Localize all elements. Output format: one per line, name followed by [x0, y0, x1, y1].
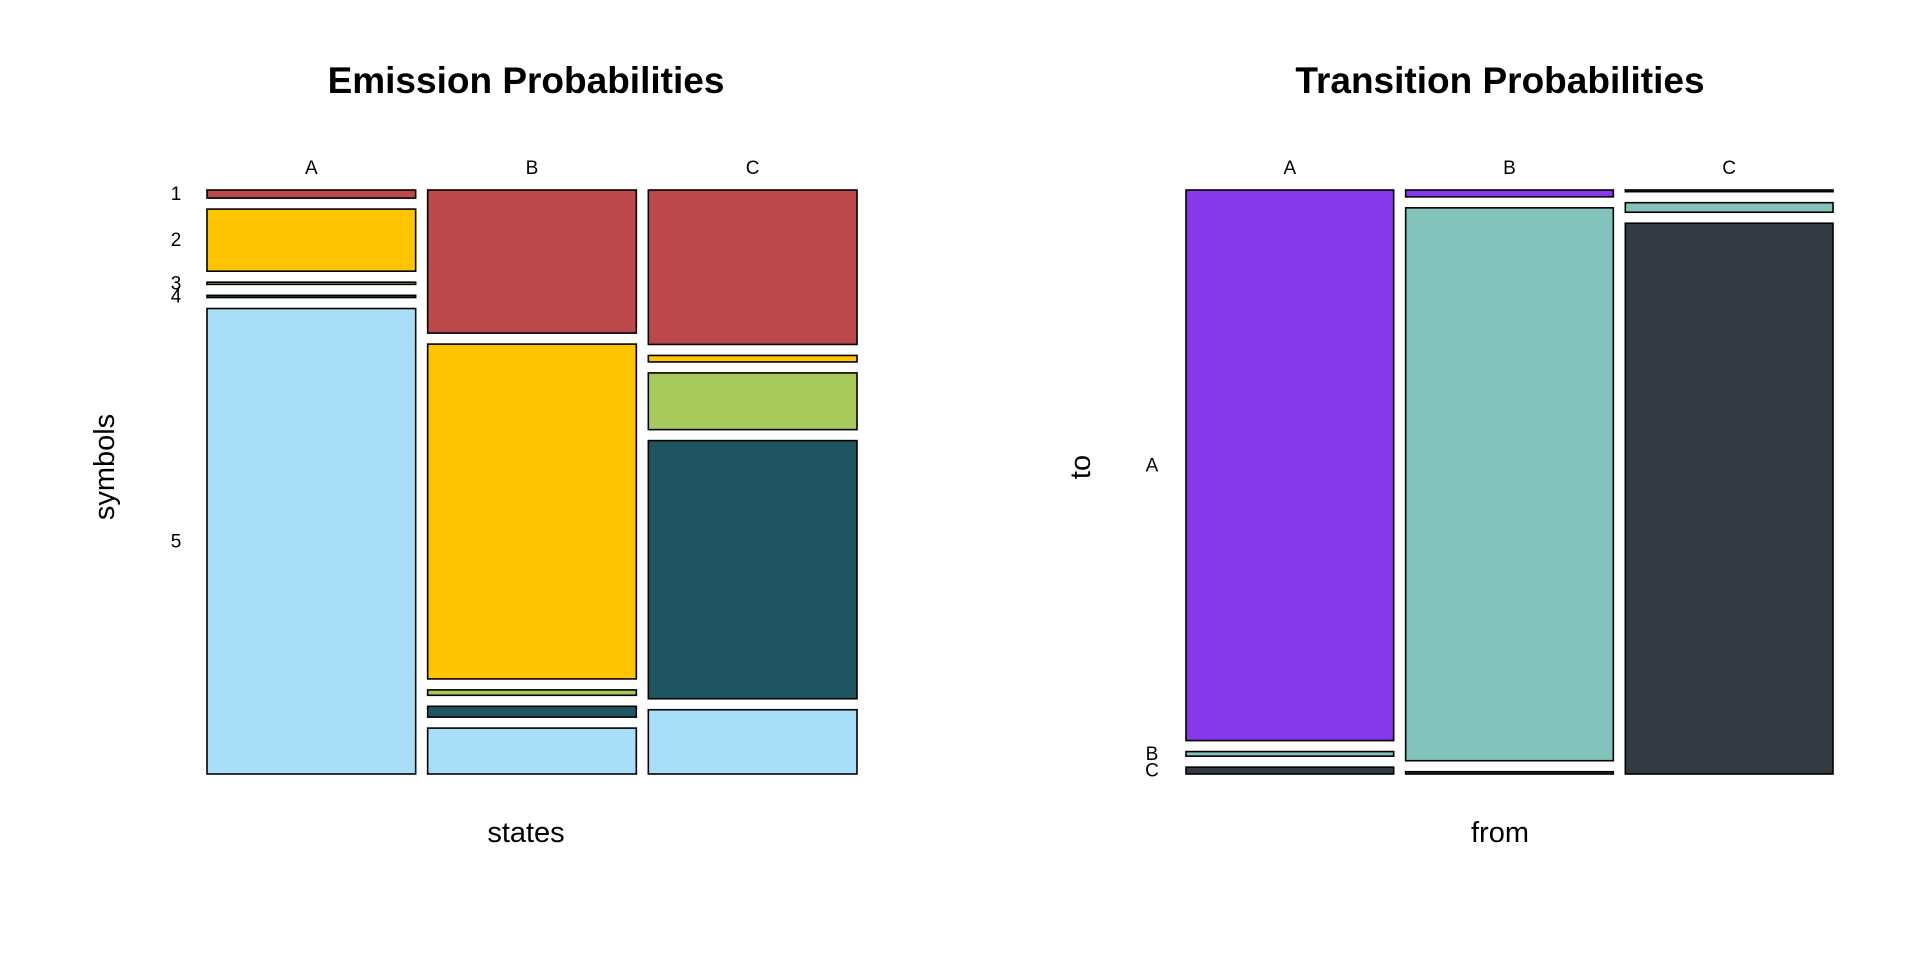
emission-tile-a-2 [206, 208, 417, 273]
emission-row-tick: 5 [171, 531, 182, 552]
emission-tile-a-5 [206, 307, 417, 775]
transition-tile-b-c [1404, 770, 1615, 775]
emission-tile-a-1 [206, 189, 417, 199]
emission-column-tick: C [746, 158, 760, 179]
transition-column-tick: C [1722, 158, 1736, 179]
emission-tile-b-3 [426, 689, 638, 697]
emission-tile-c-5 [647, 708, 858, 775]
emission-tile-c-4 [647, 439, 858, 700]
emission-row-ticks: 1 2 34 5 [171, 184, 182, 552]
transition-row-ticks: A BC [1145, 455, 1159, 781]
emission-tile-a-3 [206, 281, 417, 286]
transition-row-tick: C [1145, 761, 1159, 782]
transition-tile-b-a [1404, 189, 1615, 198]
emission-tile-b-5 [426, 727, 638, 775]
emission-tile-a-4 [206, 294, 417, 299]
transition-tiles [1185, 189, 1834, 775]
emission-panel: Emission Probabilities states symbols A B… [89, 60, 858, 849]
transition-tile-b-b [1404, 207, 1615, 762]
emission-title: Emission Probabilities [328, 60, 725, 101]
transition-row-tick: A [1146, 455, 1159, 476]
emission-row-tick: 2 [171, 230, 182, 251]
transition-column-tick: A [1283, 158, 1296, 179]
emission-tile-b-1 [426, 189, 638, 334]
transition-column-ticks: A B C [1283, 158, 1736, 179]
emission-tile-c-1 [647, 189, 858, 346]
transition-row-tick: B [1146, 744, 1159, 765]
emission-column-tick: B [526, 158, 539, 179]
emission-row-tick: 3 [171, 273, 182, 294]
transition-tile-c-a [1624, 189, 1834, 193]
emission-column-ticks: A B C [305, 158, 760, 179]
emission-tile-b-4 [426, 705, 638, 718]
emission-tile-c-3 [647, 372, 858, 431]
transition-column-tick: B [1503, 158, 1516, 179]
emission-row-tick: 4 [171, 286, 182, 307]
emission-row-tick: 1 [171, 184, 182, 205]
transition-tile-c-b [1624, 201, 1834, 214]
emission-tile-c-2 [647, 354, 858, 363]
emission-x-axis-label: states [487, 817, 564, 849]
emission-y-axis-label: symbols [89, 414, 121, 520]
emission-column-tick: A [305, 158, 318, 179]
emission-tile-b-2 [426, 343, 638, 680]
transition-tile-c-c [1624, 222, 1834, 775]
transition-tile-a-a [1185, 189, 1395, 742]
transition-tile-a-c [1185, 766, 1395, 775]
transition-y-axis-label: to [1065, 455, 1097, 479]
transition-x-axis-label: from [1471, 817, 1529, 849]
transition-tile-a-b [1185, 750, 1395, 757]
transition-title: Transition Probabilities [1295, 60, 1704, 101]
emission-tiles [206, 189, 858, 775]
